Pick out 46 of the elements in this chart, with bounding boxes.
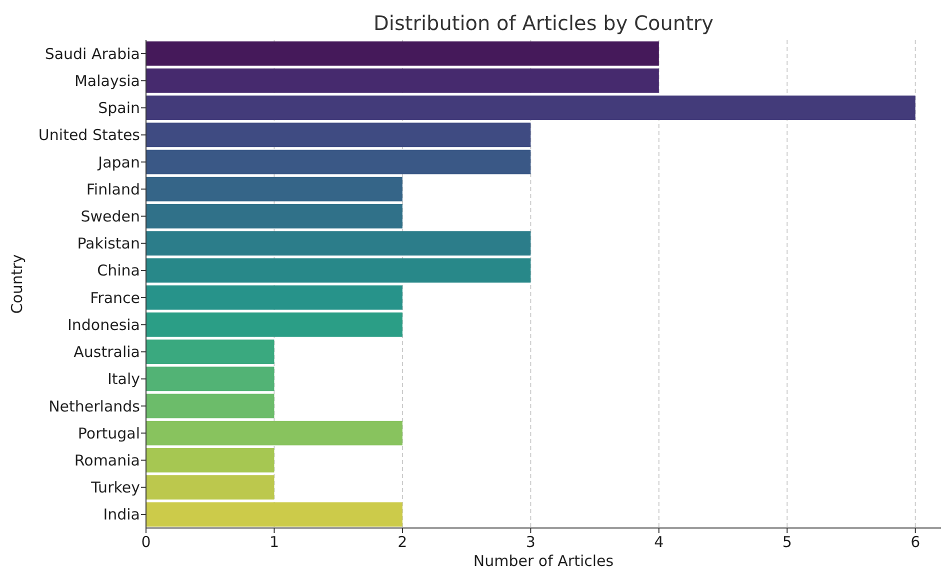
y-tick-label: Japan (97, 153, 140, 172)
bar (146, 68, 659, 93)
y-tick-label: Saudi Arabia (44, 44, 140, 63)
y-tick-label: Sweden (80, 207, 140, 226)
bar (146, 312, 402, 337)
x-axis-title: Number of Articles (473, 552, 614, 570)
bar (146, 420, 402, 446)
bar (146, 231, 531, 256)
bar (146, 475, 274, 500)
bar (146, 96, 916, 120)
y-tick-label: Portugal (78, 424, 140, 442)
y-tick-label: Finland (86, 180, 140, 198)
x-tick-label: 0 (141, 533, 151, 551)
x-tick-label: 1 (269, 533, 279, 551)
y-tick-label: Malaysia (74, 72, 140, 90)
y-tick-label: Indonesia (67, 316, 140, 334)
y-tick-label: Netherlands (48, 397, 140, 416)
y-tick-label: France (90, 288, 140, 307)
bar (146, 204, 402, 228)
bar (146, 41, 659, 66)
x-tick-label: 5 (782, 533, 792, 551)
bar (146, 394, 274, 418)
y-tick-label: Australia (74, 343, 140, 362)
x-tick-label: 3 (526, 533, 536, 551)
x-tick-label: 4 (654, 533, 664, 551)
bar (146, 448, 274, 472)
bar (146, 122, 531, 148)
bar (146, 502, 402, 527)
chart-title: Distribution of Articles by Country (374, 11, 714, 35)
y-tick-label: India (103, 506, 140, 524)
y-tick-label: Romania (74, 451, 140, 470)
x-tick-label: 2 (398, 533, 408, 551)
y-tick-label: China (97, 262, 140, 280)
x-tick-label: 6 (910, 533, 920, 551)
bar (146, 285, 402, 310)
bar (146, 340, 274, 364)
bar (146, 258, 531, 283)
y-tick-label: United States (38, 126, 140, 144)
bar (146, 176, 402, 202)
y-tick-label: Italy (107, 370, 140, 388)
bar (146, 366, 274, 392)
y-tick-label: Spain (98, 99, 140, 118)
bar (146, 150, 531, 174)
y-axis-title: Country (8, 254, 26, 314)
y-tick-label: Pakistan (77, 234, 140, 253)
y-tick-label: Turkey (90, 478, 140, 497)
